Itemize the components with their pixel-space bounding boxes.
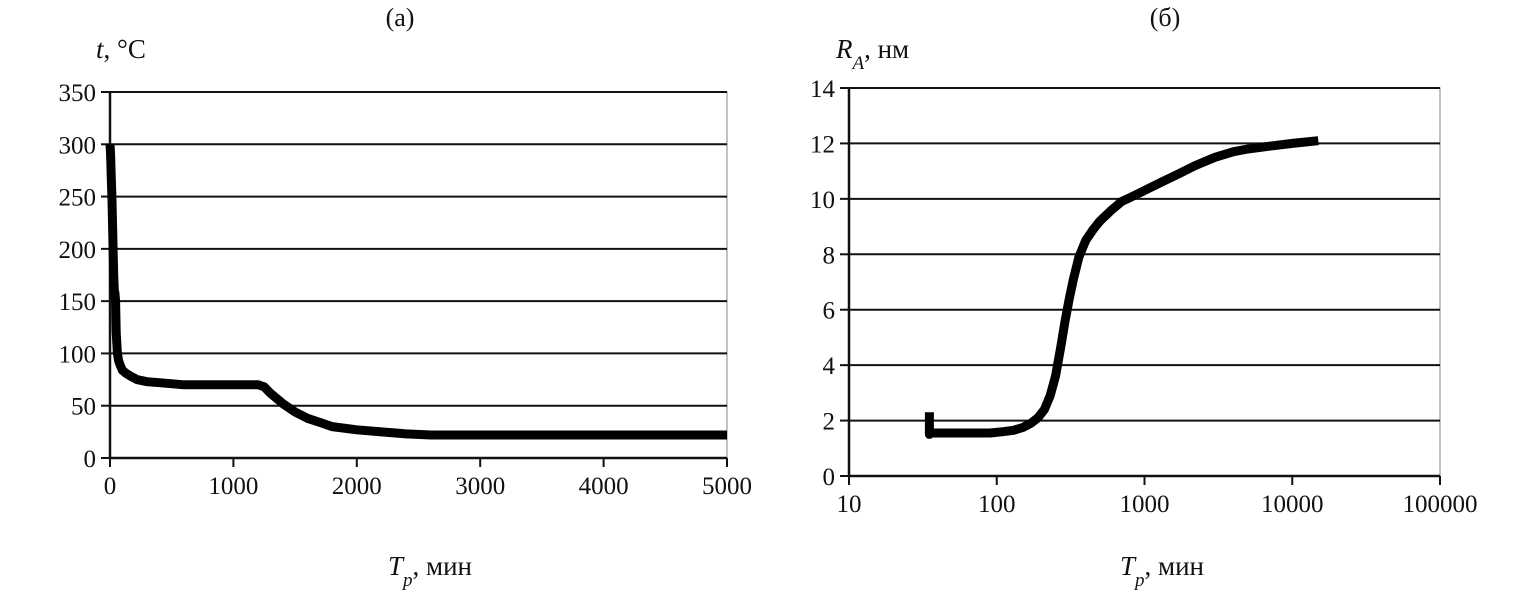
panel-a-plot-frame (109, 91, 728, 459)
panel-b-ylabel-symbol: R (835, 34, 853, 64)
panel-a-xlabel-sub: p (401, 570, 413, 591)
panel-a-series-line (105, 144, 727, 440)
panel-a-y-tick-label: 150 (59, 289, 97, 316)
panel-b-y-tick-label: 4 (823, 353, 836, 380)
panel-b-xlabel: Tp, мин (1120, 551, 1204, 591)
panel-b-xlabel-symbol: T (1120, 551, 1137, 581)
panel-a-x-tick-label: 1000 (208, 473, 258, 500)
panel-a-x-tick-label: 4000 (579, 473, 629, 500)
panel-a-x-tick-label: 5000 (702, 473, 752, 500)
panel-b-y-tick-label: 6 (823, 298, 836, 325)
panel-a-x-tick-label: 0 (104, 473, 117, 500)
panel-a-y-tick-label: 200 (59, 237, 97, 264)
panel-b-x-tick-label: 10 (837, 491, 862, 518)
panel-a-x-tick-label: 3000 (455, 473, 505, 500)
panel-a-xlabel-unit: , мин (413, 551, 472, 581)
panel-a-plot-area: 0 50 100 150 200 250 300 350 0 1000 2000 3000 4000 50… (59, 80, 753, 500)
panel-b-y-tick-label: 2 (823, 409, 836, 436)
panel-b-y-tick-label: 0 (823, 464, 836, 491)
panel-b-y-tick-label: 8 (823, 242, 836, 269)
panel-a-ylabel-unit: , °C (104, 34, 146, 64)
panel-a-ylabel: t, °C (96, 34, 146, 64)
panel-b-x-tick-label: 10000 (1261, 491, 1324, 518)
panel-a-y-tick-label: 350 (59, 80, 97, 107)
panel-b-series-line (924, 136, 1319, 439)
panel-a-label: (а) (386, 3, 415, 32)
chart-panel-a: (а) t, °C Tp, мин 0501001502002503003500… (59, 3, 753, 591)
panel-b-ylabel: RA, нм (835, 34, 909, 74)
panel-b-y-tick-label: 12 (810, 131, 835, 158)
panel-b-xlabel-unit: , мин (1145, 551, 1204, 581)
panel-a-xlabel: Tp, мин (388, 551, 472, 591)
panel-b-xlabel-sub: p (1133, 570, 1145, 591)
panel-a-ylabel-symbol: t (96, 34, 105, 64)
panel-a-y-tick-label: 100 (59, 341, 97, 368)
panel-b-x-tick-label: 1000 (1120, 491, 1170, 518)
panel-a-y-tick-label: 300 (59, 132, 97, 159)
panel-a-y-tick-label: 50 (71, 394, 96, 421)
panel-b-label: (б) (1150, 3, 1181, 32)
panel-b-y-tick-label: 10 (810, 187, 835, 214)
panel-b-x-tick-label: 100 (978, 491, 1016, 518)
panel-a-xlabel-symbol: T (388, 551, 405, 581)
panel-b-ylabel-unit: , нм (864, 34, 909, 64)
panel-a-x-tick-label: 2000 (332, 473, 382, 500)
panel-b-plot-frame (848, 87, 1441, 477)
panel-a-y-tick-label: 250 (59, 185, 97, 212)
chart-panel-b: (б) RA, нм Tp, мин 0 2 4 6 8 10 12 14 10 100 1000 1… (810, 3, 1478, 591)
panel-b-x-tick-label: 100000 (1403, 491, 1478, 518)
panel-b-y-tick-label: 14 (810, 76, 836, 103)
panel-a-y-tick-label: 0 (84, 446, 97, 473)
panel-b-ylabel-sub: A (851, 53, 865, 74)
panel-b-plot-area: 0 2 4 6 8 10 12 14 10 100 1000 10000 100000 (810, 76, 1478, 518)
